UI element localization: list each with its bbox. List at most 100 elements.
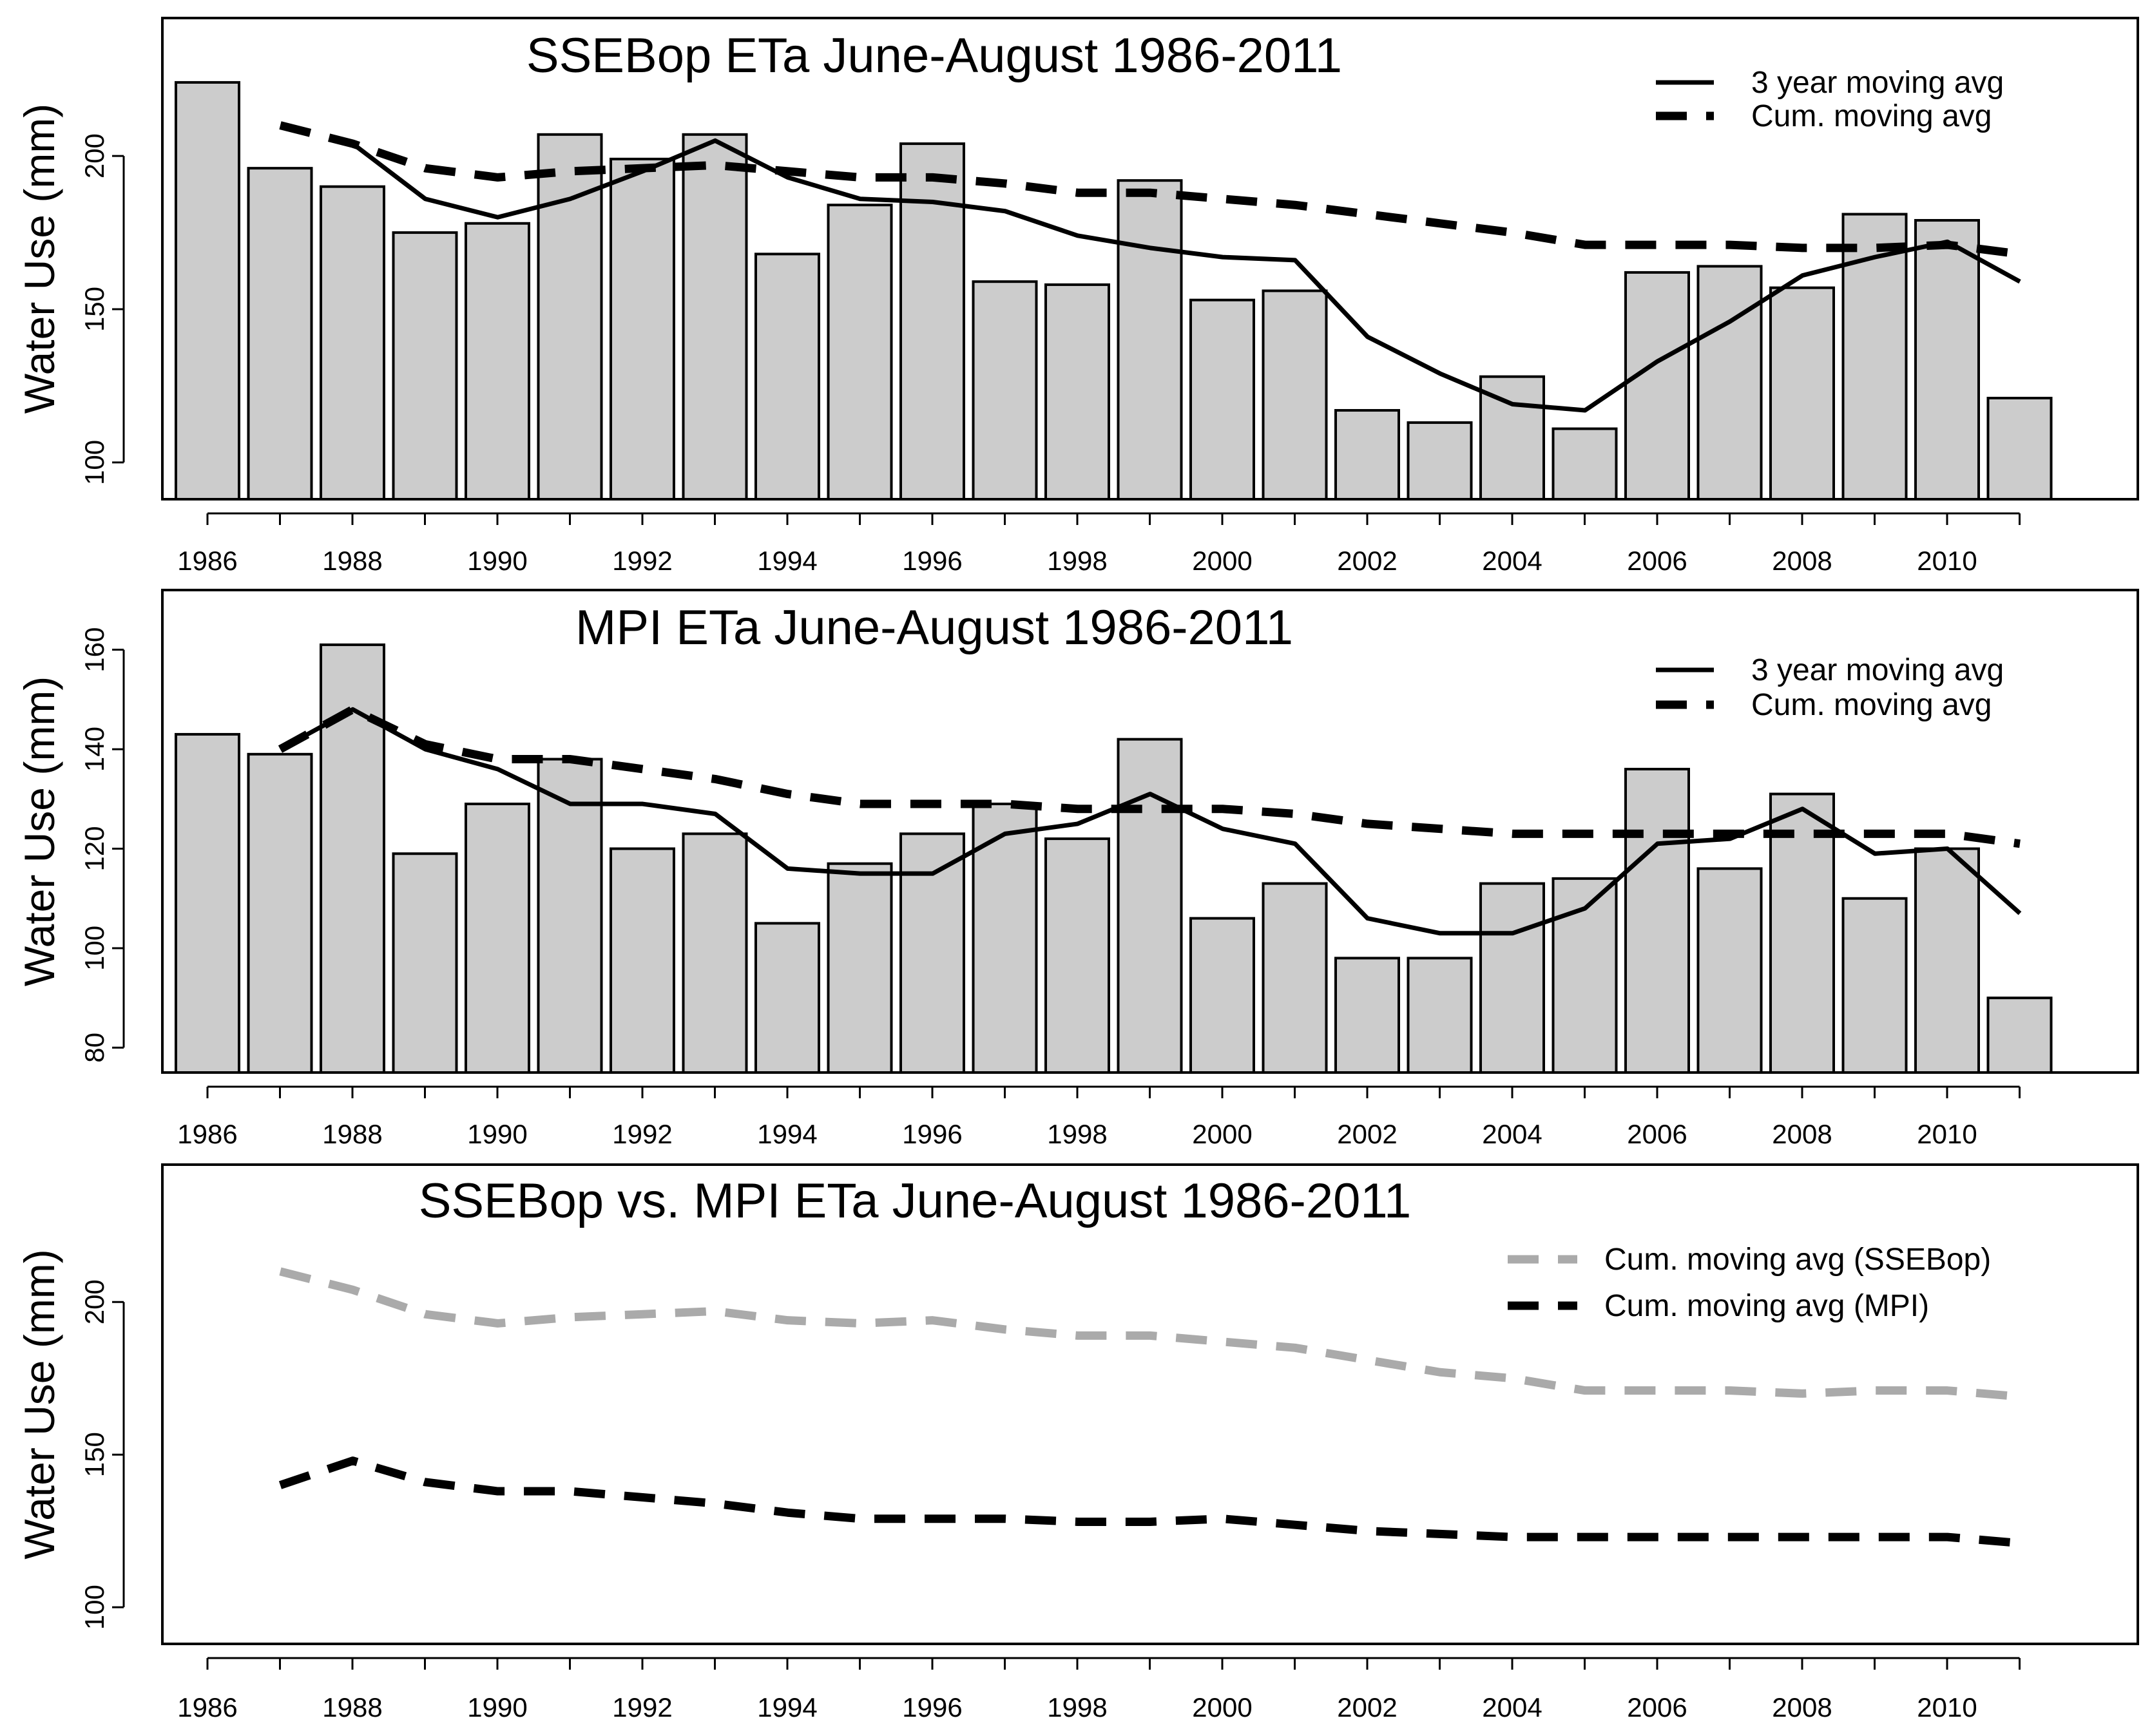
- chart-panel-2: MPI ETa June-August 1986-2011 Water Use (…: [15, 589, 2139, 1149]
- bar-2004: [1479, 882, 1545, 1074]
- legend-label-1: Cum. moving avg (SSEBop): [1604, 1243, 1991, 1277]
- x-tick-label: 2006: [1627, 1119, 1687, 1149]
- bar-2003: [1407, 421, 1473, 501]
- x-tick-label: 1996: [902, 546, 962, 576]
- bar-1994: [754, 922, 820, 1074]
- bar-2003: [1407, 957, 1473, 1074]
- x-tick-label: 1992: [612, 1119, 672, 1149]
- series-line-2: [278, 1456, 2021, 1548]
- bar-2011: [1986, 396, 2053, 501]
- x-tick-label: 2000: [1192, 1119, 1252, 1149]
- bar-2008: [1769, 286, 1835, 501]
- y-tick-label: 100: [79, 440, 110, 485]
- x-tick-label: 1994: [757, 1119, 817, 1149]
- x-tick-label: 1986: [177, 546, 237, 576]
- y-tick-label: 150: [79, 287, 110, 332]
- bar-2007: [1696, 265, 1763, 501]
- x-tick-label: 1994: [757, 546, 817, 576]
- y-axis-label: Water Use (mm): [15, 676, 63, 987]
- bar-2002: [1334, 957, 1400, 1074]
- y-tick-label: 100: [79, 926, 110, 971]
- bar-1998: [1044, 283, 1110, 501]
- bar-1999: [1117, 179, 1183, 501]
- bar-1996: [899, 142, 965, 501]
- x-tick-label: 1992: [612, 546, 672, 576]
- bar-1997: [972, 280, 1038, 501]
- bar-1989: [392, 231, 458, 501]
- x-tick-label: 1998: [1047, 1692, 1107, 1722]
- x-tick-label: 1996: [902, 1119, 962, 1149]
- bar-1993: [682, 832, 748, 1074]
- x-tick-label: 1998: [1047, 546, 1107, 576]
- x-tick-label: 1996: [902, 1692, 962, 1722]
- series-line-2: [278, 705, 2021, 848]
- plot-frame: [161, 1163, 2139, 1645]
- x-tick-label: 1998: [1047, 1119, 1107, 1149]
- y-tick-label: 200: [79, 133, 110, 178]
- x-tick-label: 2000: [1192, 1692, 1252, 1722]
- bar-1987: [247, 752, 313, 1074]
- y-tick-label: 200: [79, 1279, 110, 1324]
- bar-1988: [320, 185, 385, 501]
- series-line-2: [279, 121, 2021, 258]
- y-tick-label: 120: [79, 826, 110, 871]
- bar-2006: [1624, 271, 1690, 501]
- x-tick-label: 2010: [1917, 1692, 1977, 1722]
- x-tick-label: 1988: [322, 546, 382, 576]
- chart-panel-3: SSEBop vs. MPI ETa June-August 1986-2011…: [15, 1163, 2139, 1722]
- x-tick-label: 2004: [1482, 1692, 1542, 1722]
- bar-1992: [610, 847, 675, 1074]
- bar-1999: [1117, 738, 1183, 1074]
- x-tick-label: 2002: [1337, 1119, 1397, 1149]
- x-tick-label: 2008: [1772, 1692, 1832, 1722]
- x-tick-label: 2000: [1192, 546, 1252, 576]
- bar-1993: [682, 133, 748, 501]
- bar-1991: [537, 758, 603, 1074]
- bar-1996: [899, 832, 965, 1074]
- bar-2005: [1552, 427, 1618, 501]
- legend-label-2: Cum. moving avg: [1751, 688, 1992, 722]
- bar-1992: [610, 157, 675, 501]
- bar-2001: [1262, 289, 1328, 501]
- bar-1997: [972, 803, 1038, 1074]
- y-tick-label: 150: [79, 1432, 110, 1477]
- bar-2011: [1986, 997, 2053, 1074]
- bar-2000: [1189, 298, 1255, 501]
- bar-1987: [247, 167, 313, 501]
- x-tick-label: 1988: [322, 1119, 382, 1149]
- x-tick-label: 1986: [177, 1692, 237, 1722]
- chart-title: SSEBop vs. MPI ETa June-August 1986-2011: [419, 1174, 1412, 1228]
- legend-label-2: Cum. moving avg (MPI): [1604, 1289, 1929, 1323]
- legend-label-1: 3 year moving avg: [1751, 66, 2004, 100]
- x-tick-label: 1990: [467, 1119, 527, 1149]
- y-tick-label: 160: [79, 627, 110, 672]
- y-tick-label: 80: [79, 1033, 110, 1063]
- y-tick-label: 140: [79, 727, 110, 772]
- x-tick-label: 2002: [1337, 1692, 1397, 1722]
- series-line-1: [279, 1267, 2021, 1401]
- x-tick-label: 2008: [1772, 1119, 1832, 1149]
- bar-2009: [1841, 897, 1908, 1074]
- y-axis-label: Water Use (mm): [15, 1249, 63, 1560]
- x-tick-label: 2010: [1917, 1119, 1977, 1149]
- bar-2008: [1769, 792, 1835, 1074]
- x-tick-label: 1990: [467, 1692, 527, 1722]
- x-tick-label: 2010: [1917, 546, 1977, 576]
- bar-2007: [1696, 867, 1763, 1074]
- x-tick-label: 2006: [1627, 546, 1687, 576]
- bar-2010: [1914, 847, 1980, 1074]
- series-line-1: [351, 138, 2021, 413]
- series-line-1: [279, 707, 2022, 936]
- chart-title: MPI ETa June-August 1986-2011: [575, 600, 1293, 655]
- x-tick-label: 2004: [1482, 546, 1542, 576]
- x-tick-label: 1986: [177, 1119, 237, 1149]
- x-tick-label: 1994: [757, 1692, 817, 1722]
- bar-1986: [175, 81, 240, 501]
- y-tick-label: 100: [79, 1585, 110, 1630]
- bar-2006: [1624, 767, 1690, 1074]
- legend-label-1: 3 year moving avg: [1751, 653, 2004, 687]
- bar-1995: [827, 862, 893, 1074]
- bar-2000: [1189, 917, 1255, 1074]
- x-tick-label: 1988: [322, 1692, 382, 1722]
- x-tick-label: 1992: [612, 1692, 672, 1722]
